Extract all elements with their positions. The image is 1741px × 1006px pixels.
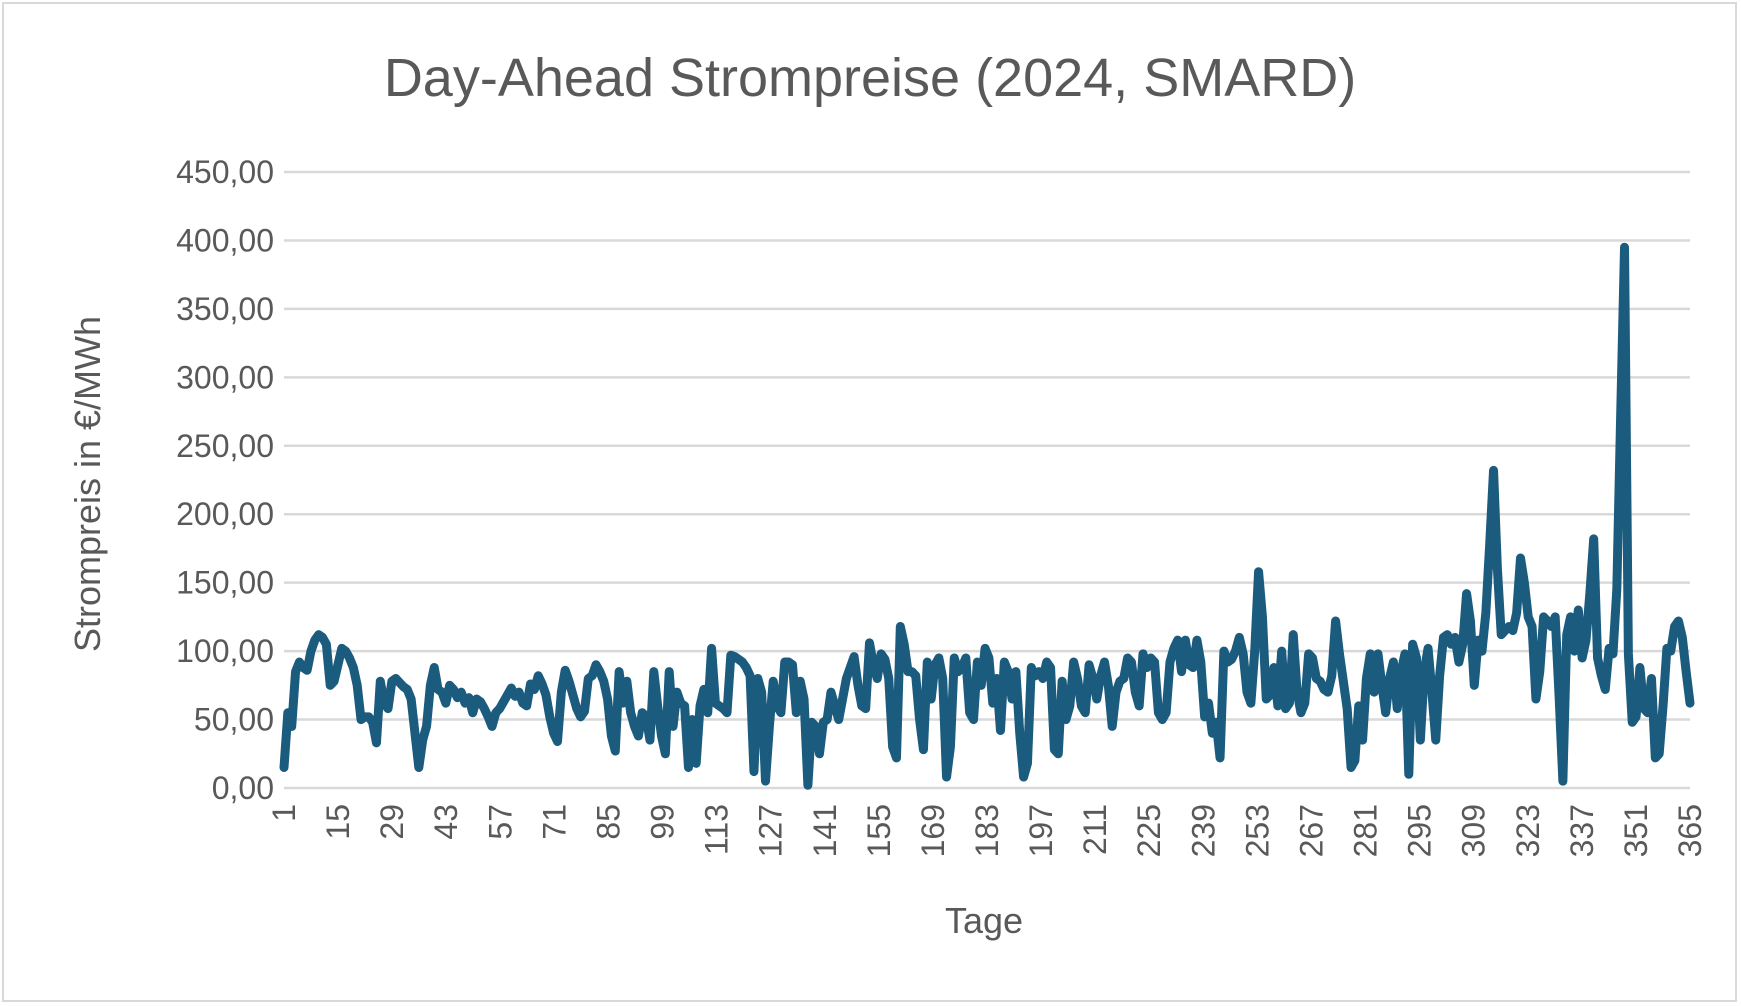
x-axis-label: Tage xyxy=(945,900,1023,941)
x-tick-label: 155 xyxy=(861,804,897,857)
gridlines xyxy=(284,170,1690,790)
x-tick-label: 43 xyxy=(428,804,464,840)
x-axis-ticks: 1 15 29 43 57 71 85 99 113 127 141 155 169 183 197 211 2… xyxy=(266,804,1708,857)
x-tick-label: 365 xyxy=(1672,804,1708,857)
x-tick-label: 183 xyxy=(969,804,1005,857)
series-line xyxy=(279,242,1695,790)
x-tick-label: 29 xyxy=(374,804,410,840)
y-tick-label: 0,00 xyxy=(212,770,274,806)
x-tick-label: 211 xyxy=(1077,804,1113,855)
x-tick-label: 337 xyxy=(1564,804,1600,857)
x-tick-label: 85 xyxy=(590,804,626,840)
x-tick-label: 57 xyxy=(482,804,518,840)
y-tick-label: 350,00 xyxy=(176,291,274,327)
x-tick-label: 295 xyxy=(1402,804,1438,857)
y-tick-label: 400,00 xyxy=(176,222,274,258)
x-tick-label: 281 xyxy=(1348,804,1384,857)
x-tick-label: 225 xyxy=(1131,804,1167,857)
x-tick-label: 99 xyxy=(645,804,681,840)
y-tick-label: 200,00 xyxy=(176,496,274,532)
y-tick-label: 300,00 xyxy=(176,359,274,395)
y-tick-label: 150,00 xyxy=(176,565,274,601)
x-tick-label: 197 xyxy=(1023,804,1059,857)
y-axis-label: Strompreis in €/MWh xyxy=(67,316,108,652)
x-tick-label: 323 xyxy=(1510,804,1546,857)
x-tick-label: 253 xyxy=(1239,804,1275,857)
x-tick-label: 141 xyxy=(807,804,843,857)
x-tick-label: 113 xyxy=(699,804,735,855)
x-tick-label: 309 xyxy=(1456,804,1492,857)
x-tick-label: 71 xyxy=(536,804,572,840)
x-tick-label: 351 xyxy=(1618,804,1654,857)
x-tick-label: 1 xyxy=(266,804,302,822)
x-tick-label: 15 xyxy=(320,804,356,840)
x-tick-label: 267 xyxy=(1293,804,1329,857)
y-tick-label: 50,00 xyxy=(194,702,274,738)
y-tick-label: 250,00 xyxy=(176,428,274,464)
chart-title: Day-Ahead Strompreise (2024, SMARD) xyxy=(384,48,1356,108)
y-tick-label: 100,00 xyxy=(176,633,274,669)
y-tick-label: 450,00 xyxy=(176,154,274,190)
x-tick-label: 169 xyxy=(915,804,951,857)
x-tick-label: 239 xyxy=(1185,804,1221,857)
x-tick-label: 127 xyxy=(753,804,789,857)
y-axis-ticks: 0,00 50,00 100,00 150,00 200,00 250,00 300,00 3… xyxy=(176,154,274,806)
